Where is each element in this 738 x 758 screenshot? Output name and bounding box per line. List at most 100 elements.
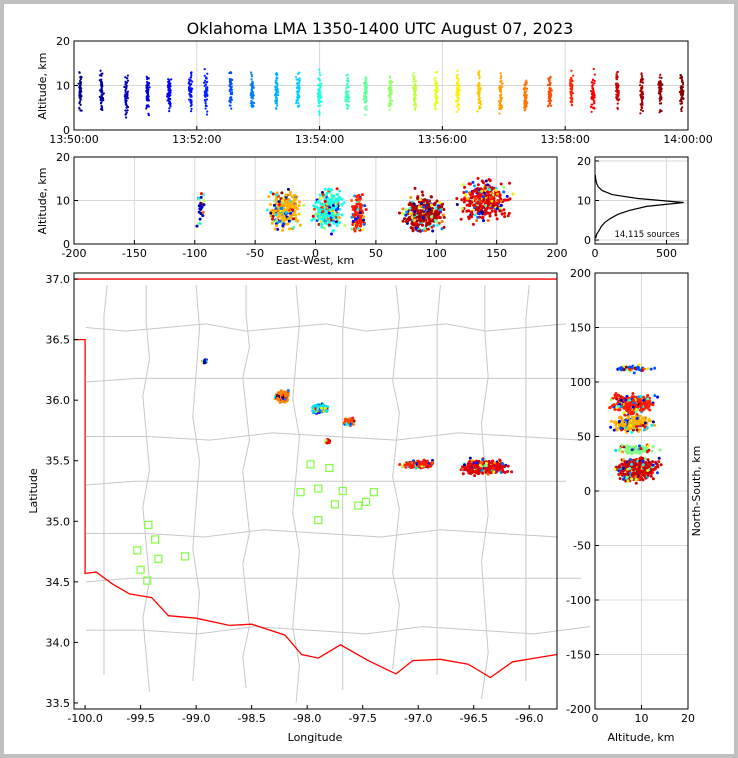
source-point <box>413 91 416 95</box>
source-point <box>658 76 661 79</box>
source-point <box>483 209 487 213</box>
source-point <box>354 217 358 221</box>
source-point <box>468 469 472 473</box>
source-point <box>641 417 645 421</box>
source-point <box>461 183 465 187</box>
source-point <box>422 463 426 467</box>
source-point <box>628 367 632 371</box>
source-point <box>617 90 620 93</box>
source-point <box>269 190 273 194</box>
source-point <box>189 104 192 107</box>
source-point <box>416 223 420 227</box>
source-point <box>283 216 287 220</box>
source-point <box>274 100 277 103</box>
source-point <box>423 226 427 230</box>
source-point <box>145 75 148 78</box>
source-point <box>473 474 477 478</box>
source-point <box>457 108 460 111</box>
source-point <box>362 215 366 219</box>
source-point <box>639 404 643 408</box>
source-point <box>411 229 415 233</box>
source-point <box>475 461 479 465</box>
source-point <box>479 106 482 109</box>
source-point <box>464 190 468 194</box>
source-point <box>331 194 335 198</box>
source-point <box>404 220 408 224</box>
source-point <box>274 95 277 99</box>
source-point <box>525 87 528 90</box>
x-tick-label: -98.0 <box>293 712 321 725</box>
source-point <box>324 212 328 216</box>
source-point <box>340 203 344 207</box>
source-point <box>358 219 362 223</box>
source-point <box>249 71 253 74</box>
source-point <box>320 96 323 99</box>
plan-view-plot-area <box>74 273 557 709</box>
source-point <box>347 100 351 103</box>
source-point <box>390 99 394 102</box>
source-point <box>491 204 495 208</box>
source-point <box>276 205 280 209</box>
source-point <box>357 227 361 231</box>
source-point <box>283 390 287 394</box>
source-point <box>433 218 437 222</box>
source-point <box>434 206 438 210</box>
source-point <box>352 419 356 423</box>
source-point <box>455 202 459 206</box>
source-point <box>434 71 437 74</box>
source-point <box>352 213 356 217</box>
source-point <box>649 474 653 478</box>
source-point <box>274 102 277 105</box>
source-point <box>415 462 419 466</box>
source-point <box>324 408 328 412</box>
source-point <box>499 95 502 98</box>
source-point <box>500 74 503 77</box>
source-point <box>346 107 349 110</box>
source-point <box>251 95 254 98</box>
source-point <box>658 86 661 90</box>
source-point <box>474 188 478 192</box>
station-marker <box>180 552 190 561</box>
source-point <box>364 84 368 87</box>
source-point <box>618 402 622 406</box>
source-point <box>490 199 494 203</box>
station-marker <box>314 515 323 525</box>
source-point <box>456 102 459 106</box>
source-point <box>364 79 367 82</box>
y-tick-label: 0 <box>584 234 591 247</box>
source-point <box>478 75 481 78</box>
source-point <box>319 92 322 95</box>
source-point <box>615 428 619 432</box>
station-marker <box>133 546 142 555</box>
source-point <box>387 104 391 107</box>
county-line <box>525 284 530 681</box>
source-point <box>591 87 594 90</box>
source-point <box>414 108 417 111</box>
source-point <box>615 89 618 92</box>
source-point <box>388 86 391 89</box>
source-point <box>433 89 436 92</box>
source-point <box>311 409 315 413</box>
source-point <box>345 83 348 87</box>
source-point <box>319 73 322 77</box>
source-point <box>615 77 618 80</box>
source-count-annotation: 14,115 sources <box>614 230 680 240</box>
source-point <box>345 103 348 106</box>
source-point <box>477 195 481 199</box>
source-point <box>480 211 484 215</box>
source-point <box>651 420 655 424</box>
source-point <box>199 203 203 207</box>
source-point <box>318 71 321 74</box>
source-point <box>641 96 645 100</box>
source-point <box>681 83 685 86</box>
source-point <box>349 417 353 421</box>
source-point <box>622 368 626 372</box>
source-point <box>590 89 593 93</box>
source-point <box>623 413 627 417</box>
source-point <box>636 405 640 409</box>
source-point <box>482 198 486 202</box>
source-point <box>472 184 476 188</box>
source-point <box>296 104 299 108</box>
source-point <box>418 229 422 233</box>
source-point <box>407 203 411 207</box>
